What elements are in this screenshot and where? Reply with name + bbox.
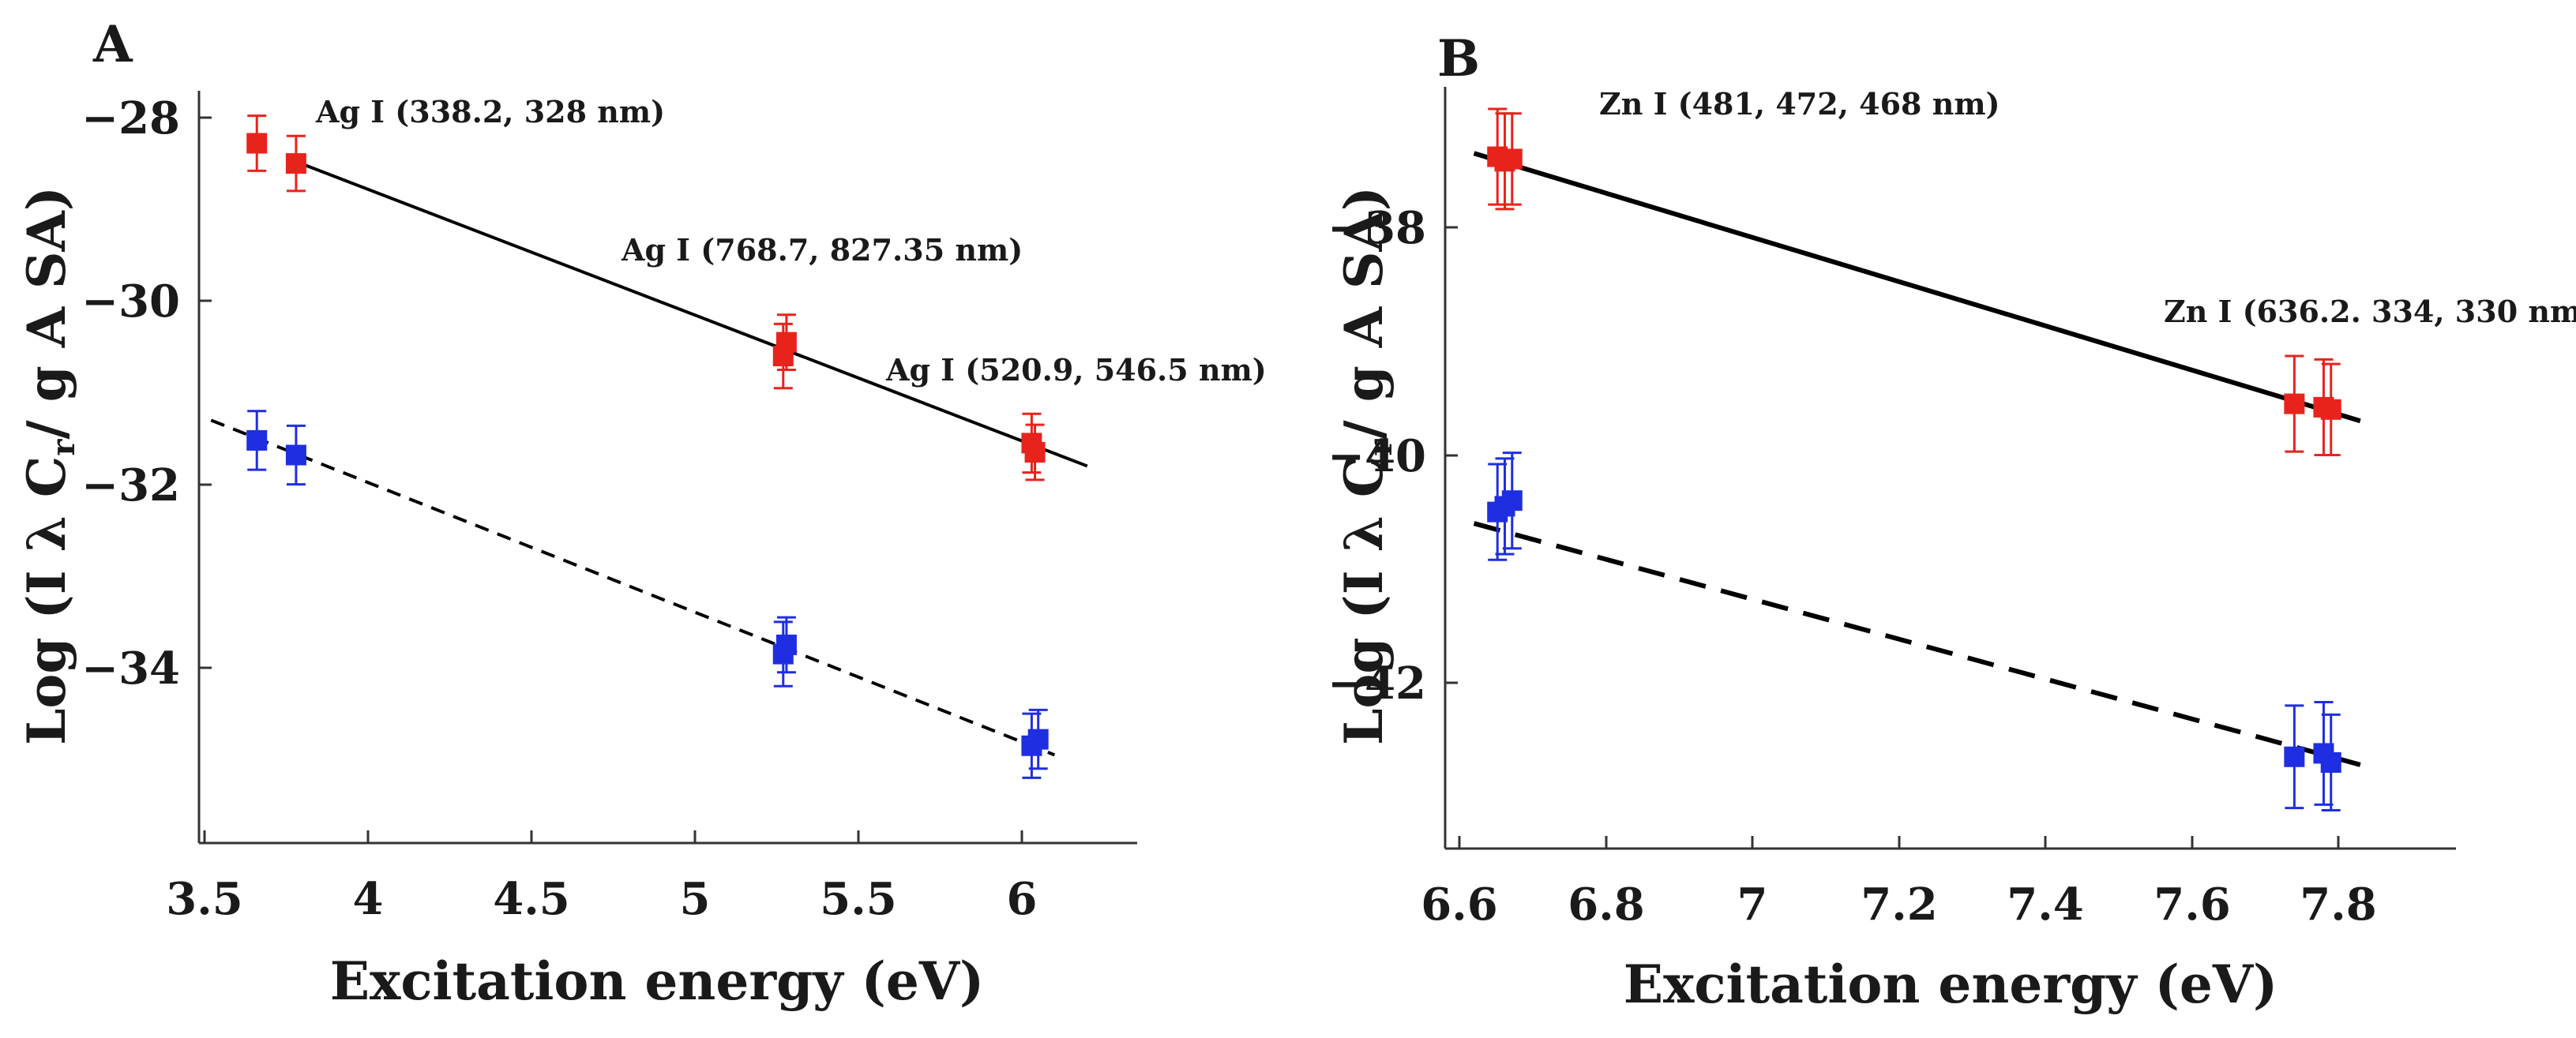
marker-square [246, 133, 268, 154]
panel-a-markers [246, 114, 1049, 779]
panel-b-series-0-point-5 [2320, 362, 2341, 456]
panel-b-series-0-point-2 [1501, 112, 1523, 206]
panel-a-series-1-point-0 [246, 410, 268, 471]
panel-b-fit-line-0 [1473, 151, 2361, 424]
panel-a-fits [210, 159, 1088, 757]
panel-a-label: A [92, 15, 133, 74]
panel-b-x-tick-label-6: 7.8 [2300, 879, 2376, 931]
panel-b-fit-line-1 [1473, 521, 2361, 767]
panel-b-x-tick-label-2: 7 [1737, 879, 1768, 931]
panel-a-annotation-2: Ag I (520.9, 546.5 nm) [885, 352, 1267, 388]
panel-a-x-tick-label-4: 5.5 [820, 873, 896, 925]
panel-a-series-0-point-3 [775, 313, 797, 371]
panel-a-series-1-point-3 [775, 616, 797, 674]
panel-a-y-tick-labels: −28 −30 −32 −34 [81, 92, 180, 695]
panel-b-y-tick-label-2: −42 [1327, 658, 1426, 710]
marker-square [1024, 442, 1046, 463]
panel-b-x-tick-label-4: 7.4 [2007, 879, 2083, 931]
panel-b-x-tick-label-0: 6.6 [1421, 879, 1497, 931]
panel-a: A 3.5 4 4.5 5 5.5 6 −28 −30 [16, 15, 1267, 1012]
marker-square [775, 332, 797, 353]
marker-square [246, 429, 268, 451]
panel-b-x-tick-labels: 6.6 6.8 7 7.2 7.4 7.6 7.8 [1421, 879, 2376, 931]
panel-b-y-tick-label-1: −40 [1327, 430, 1426, 482]
panel-a-x-tick-label-3: 5 [680, 873, 711, 925]
panel-a-x-ticks [203, 830, 1023, 843]
marker-square [2284, 746, 2305, 767]
panel-b-x-ticks [1458, 836, 2340, 849]
panel-b-x-tick-label-5: 7.6 [2154, 879, 2230, 931]
panel-a-y-ticks [199, 116, 212, 669]
panel-b-annotations: Zn I (481, 472, 468 nm) Zn I (636.2. 334… [1599, 86, 2576, 329]
panel-b-y-axis-title: Log (I λ Cr/ g A SA) [1333, 186, 1399, 745]
panel-b-x-tick-label-3: 7.2 [1861, 879, 1937, 931]
panel-a-series-0-point-1 [285, 134, 306, 193]
panel-a-x-tick-label-1: 4 [353, 873, 384, 925]
panel-a-series-1-point-5 [1027, 708, 1049, 770]
panel-b-x-tick-label-1: 6.8 [1568, 879, 1644, 931]
panel-a-x-tick-labels: 3.5 4 4.5 5 5.5 6 [166, 873, 1037, 925]
panel-b-x-axis-title: Excitation energy (eV) [1624, 954, 2278, 1015]
panel-a-fit-line-1 [210, 418, 1056, 757]
marker-square [2320, 751, 2341, 773]
panel-b-fits [1473, 151, 2361, 767]
panel-a-annotation-0: Ag I (338.2, 328 nm) [315, 94, 665, 129]
panel-a-series-0-point-5 [1024, 423, 1046, 482]
marker-square [2320, 399, 2341, 420]
panel-b-series-1-point-3 [2284, 704, 2305, 810]
panel-a-annotations: Ag I (338.2, 328 nm) Ag I (768.7, 827.35… [315, 94, 1267, 388]
panel-b-y-axis-title-part-1: Log (I λ C [1333, 456, 1395, 745]
panel-a-y-axis-title: Log (I λ Cr/ g A SA) [16, 186, 82, 745]
panel-a-series-0-point-0 [246, 114, 268, 172]
panel-a-x-tick-label-5: 6 [1007, 873, 1038, 925]
marker-square [285, 153, 306, 174]
panel-b-y-tick-labels: −38 −40 −42 [1327, 202, 1426, 710]
panel-b-y-axis-title-subscript: r [1362, 439, 1399, 456]
panel-b-markers [1487, 107, 2341, 812]
panel-b-y-axis-title-part-2: / g A SA) [1333, 186, 1395, 440]
panel-b: B 6.6 6.8 7 7.2 7.4 7.6 7.8 −38 [1327, 29, 2576, 1015]
panel-a-y-tick-label-0: −28 [81, 92, 180, 144]
marker-square [2284, 393, 2305, 414]
marker-square [285, 444, 306, 466]
panel-a-y-tick-label-3: −34 [81, 643, 180, 695]
panel-a-y-tick-label-2: −32 [81, 459, 180, 512]
panel-a-x-tick-label-2: 4.5 [493, 873, 569, 925]
panel-a-x-axis-title: Excitation energy (eV) [330, 950, 985, 1012]
panel-a-annotation-1: Ag I (768.7, 827.35 nm) [621, 232, 1023, 268]
panel-a-y-axis-title-subscript: r [45, 439, 82, 456]
panel-b-label: B [1437, 29, 1480, 88]
panel-a-fit-line-0 [295, 159, 1088, 468]
panel-b-y-tick-label-0: −38 [1327, 202, 1426, 254]
panel-a-x-tick-label-0: 3.5 [166, 873, 242, 925]
panel-a-y-axis-title-part-2: / g A SA) [16, 186, 77, 440]
panel-a-y-axis-title-part-1: Log (I λ C [16, 456, 77, 745]
marker-square [1501, 148, 1523, 170]
panel-b-y-ticks [1445, 226, 1458, 684]
panel-b-series-1-point-2 [1501, 452, 1523, 550]
marker-square [1027, 729, 1049, 750]
panel-b-annotation-0: Zn I (481, 472, 468 nm) [1599, 86, 2000, 122]
panel-a-y-tick-label-1: −30 [81, 275, 180, 328]
panel-b-series-0-point-3 [2284, 354, 2305, 453]
marker-square [775, 634, 797, 655]
marker-square [1501, 490, 1523, 512]
panel-b-annotation-1: Zn I (636.2. 334, 330 nm) [2164, 294, 2576, 329]
panel-a-series-1-point-1 [285, 424, 306, 486]
panel-b-series-1-point-5 [2320, 713, 2341, 812]
